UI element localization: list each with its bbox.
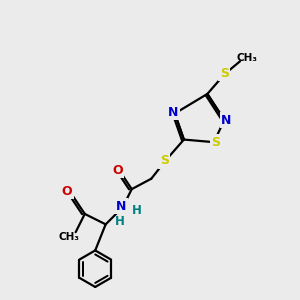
Text: O: O bbox=[62, 185, 72, 198]
Text: CH₃: CH₃ bbox=[58, 232, 80, 242]
Text: N: N bbox=[116, 200, 127, 213]
Text: S: S bbox=[220, 67, 229, 80]
Text: H: H bbox=[132, 203, 142, 217]
Text: N: N bbox=[221, 113, 232, 127]
Text: H: H bbox=[115, 215, 125, 228]
Text: N: N bbox=[168, 106, 179, 119]
Text: CH₃: CH₃ bbox=[237, 53, 258, 63]
Text: S: S bbox=[212, 136, 220, 149]
Text: S: S bbox=[160, 154, 169, 167]
Text: O: O bbox=[112, 164, 123, 177]
